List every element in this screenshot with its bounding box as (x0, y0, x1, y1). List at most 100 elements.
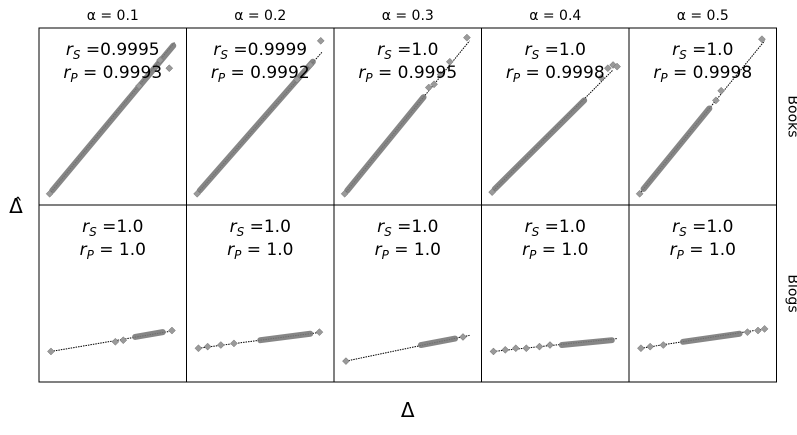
pearson-r: rP = 1.0 (522, 240, 588, 262)
data-point (613, 62, 621, 71)
data-point (194, 344, 203, 353)
panel: rS =1.0rP = 1.0 (481, 204, 630, 383)
column-title: α = 0.3 (382, 8, 434, 24)
column-title: α = 0.1 (87, 8, 139, 24)
spearman-r: rS =1.0 (672, 217, 733, 239)
data-point (445, 57, 454, 66)
dense-points (132, 329, 166, 340)
dense-points (558, 337, 615, 349)
pearson-r: rP = 0.9998 (506, 63, 605, 85)
data-point (597, 74, 606, 82)
panel: rS =1.0rP = 1.0 (186, 204, 335, 383)
panel: rS =1.0rP = 0.9995 (333, 27, 482, 206)
spearman-r: rS =0.9995 (66, 40, 160, 62)
data-point (635, 189, 644, 198)
data-point (459, 333, 467, 341)
data-point (45, 189, 54, 198)
panel: rS =1.0rP = 0.9998 (628, 27, 777, 206)
column-title: α = 0.4 (529, 8, 581, 24)
data-point (342, 357, 350, 365)
pearson-r: rP = 0.9998 (653, 63, 752, 85)
data-point (316, 36, 325, 45)
data-point (659, 341, 668, 349)
data-point (522, 344, 531, 353)
dense-points (49, 42, 177, 194)
panel: rS =1.0rP = 0.9998 (481, 27, 630, 206)
pearson-r: rP = 1.0 (375, 240, 441, 262)
data-point (535, 342, 544, 351)
data-point (436, 70, 445, 79)
row-title: Books (785, 95, 797, 137)
pearson-r: rP = 0.9995 (358, 63, 457, 85)
panel-frame (628, 204, 777, 383)
data-point (230, 339, 238, 348)
spearman-r: rS =1.0 (672, 40, 733, 62)
spearman-r: rS =1.0 (377, 40, 438, 62)
column-title: α = 0.2 (234, 8, 286, 24)
data-point (430, 80, 438, 89)
spearman-r: rS =1.0 (82, 217, 143, 239)
pearson-r: rP = 0.9993 (63, 63, 162, 85)
pearson-r: rP = 1.0 (670, 240, 736, 262)
data-point (340, 189, 349, 198)
data-point (646, 342, 655, 351)
column-titles: α = 0.1 α = 0.2 α = 0.3 α = 0.4 α = 0.5 (87, 8, 729, 24)
data-point (47, 347, 55, 356)
data-point (546, 341, 554, 349)
data-point (743, 328, 752, 336)
data-point (193, 189, 201, 198)
data-point (511, 344, 520, 353)
data-point (637, 344, 645, 353)
data-point (111, 337, 120, 346)
column-title: α = 0.5 (677, 8, 729, 24)
panel: rS =1.0rP = 1.0 (628, 204, 777, 383)
data-point (203, 342, 212, 351)
y-axis-title-group: Δ̂ (9, 194, 23, 218)
data-point (717, 86, 726, 95)
spearman-r: rS =1.0 (525, 217, 586, 239)
row-titles: Books Blogs (785, 95, 797, 312)
spearman-r: rS =1.0 (377, 217, 438, 239)
dense-points (417, 335, 459, 349)
y-axis-title: Δ̂ (9, 194, 23, 218)
data-point (293, 75, 301, 84)
data-point (156, 56, 164, 65)
data-point (216, 341, 225, 349)
dense-points (640, 105, 713, 192)
dense-points (196, 58, 316, 194)
data-point (501, 345, 510, 354)
data-point (119, 336, 128, 345)
x-axis-title: Δ (401, 398, 415, 422)
pearson-r: rP = 1.0 (227, 240, 293, 262)
spearman-r: rS =1.0 (525, 40, 586, 62)
spearman-r: rS =1.0 (230, 217, 291, 239)
data-point (315, 328, 324, 336)
data-point (488, 188, 496, 197)
data-point (758, 35, 766, 44)
spearman-r: rS =0.9999 (213, 40, 307, 62)
data-point (424, 83, 433, 92)
data-point (712, 96, 720, 105)
data-point (306, 61, 315, 69)
data-point (165, 64, 174, 73)
dense-points (680, 330, 743, 345)
dense-points (344, 94, 427, 194)
data-point (463, 33, 471, 42)
panel: rS =1.0rP = 1.0 (38, 204, 187, 383)
row-title: Blogs (785, 274, 797, 312)
data-point (489, 347, 498, 356)
pearson-r: rP = 0.9992 (211, 63, 310, 85)
data-point (168, 326, 176, 335)
data-point (760, 325, 769, 333)
data-point (603, 64, 612, 73)
pearson-r: rP = 1.0 (80, 240, 146, 262)
dense-points (257, 330, 314, 344)
panel: rS =1.0rP = 1.0 (333, 204, 482, 383)
data-point (754, 326, 762, 335)
data-point (135, 82, 143, 90)
dense-points (491, 97, 588, 192)
